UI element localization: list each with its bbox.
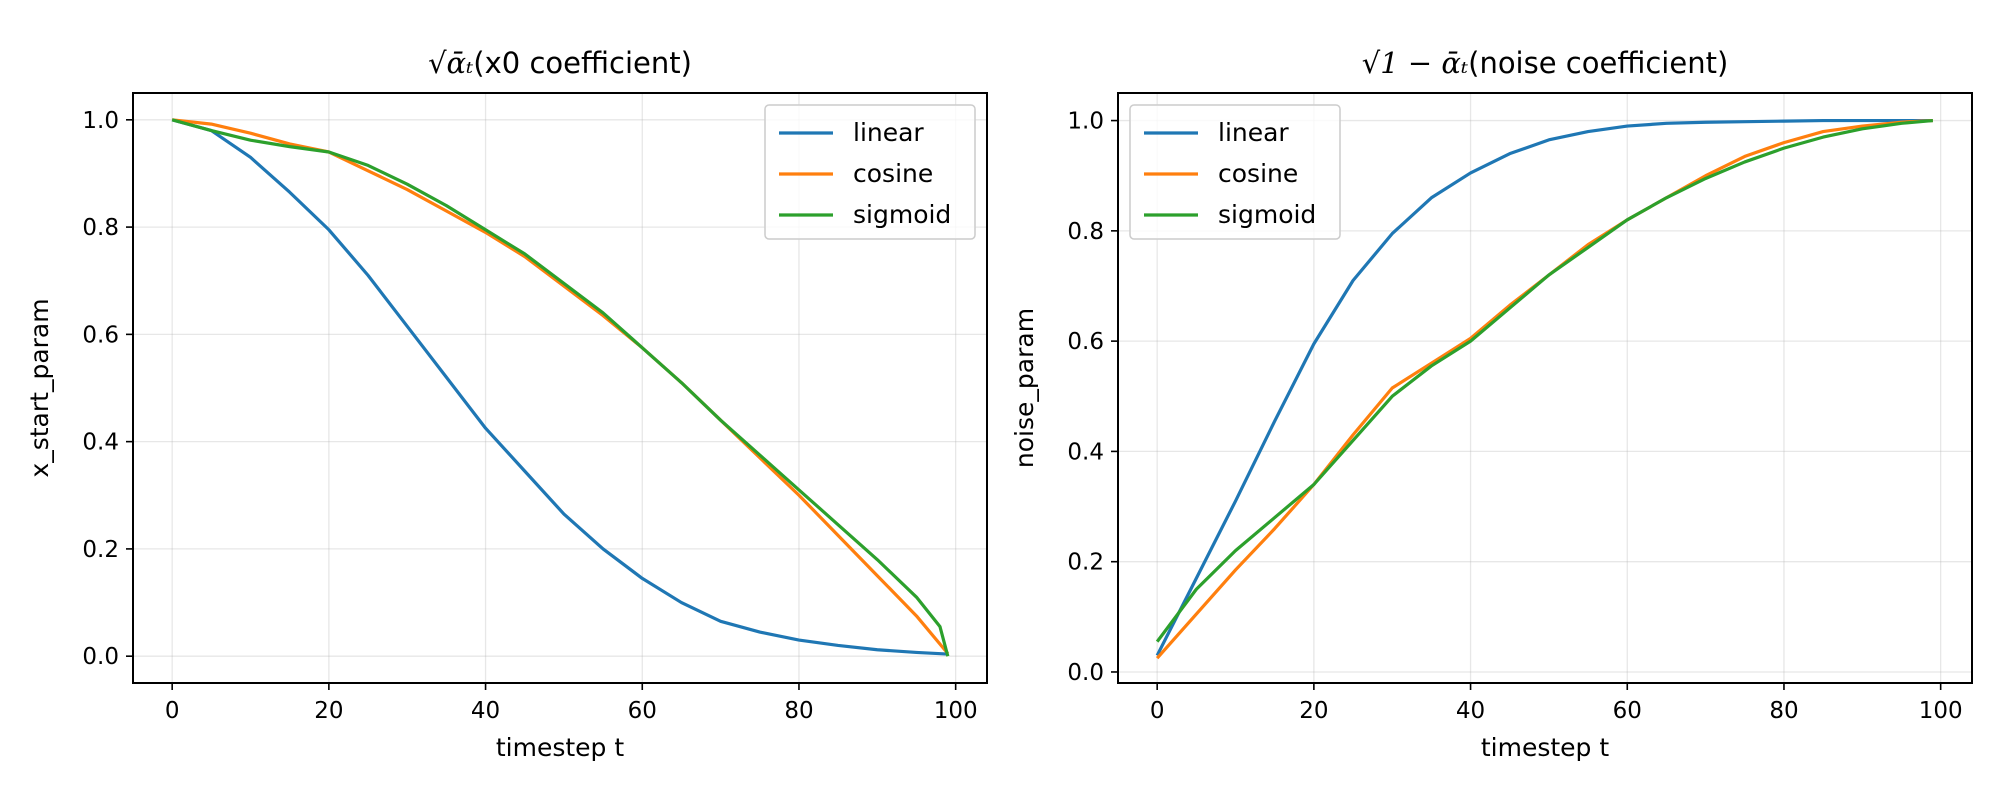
- y-tick-label: 0.6: [82, 322, 119, 348]
- y-axis-label: x_start_param: [25, 298, 54, 477]
- x-tick-label: 60: [628, 698, 657, 724]
- chart-title-math: √ᾱₜ: [428, 46, 473, 80]
- series-line-linear: [171, 118, 948, 656]
- right-panel-noise-coefficient: 0 20 40 60 80 100 0.0 0.2 0.4 0.6 0.8 1.0 timestep t…: [1010, 46, 1973, 762]
- legend-label-sigmoid: sigmoid: [853, 200, 951, 229]
- y-axis-label: noise_param: [1010, 308, 1039, 468]
- x-tick-label: 20: [1299, 698, 1328, 724]
- x-tick-label: 100: [1919, 698, 1963, 724]
- legend-label-linear: linear: [853, 118, 924, 147]
- legend-box: [764, 104, 976, 240]
- legend-label-sigmoid: sigmoid: [1218, 200, 1316, 229]
- y-tick-label: 0.4: [82, 430, 119, 456]
- x-tick-label: 0: [165, 698, 180, 724]
- y-tick-label: 1.0: [1067, 109, 1104, 135]
- x-axis-label: timestep t: [1481, 733, 1610, 762]
- y-tick-label: 0.8: [82, 215, 119, 241]
- legend-box: [1129, 104, 1341, 240]
- series-line-sigmoid: [1155, 118, 1933, 643]
- x-tick-label: 0: [1150, 698, 1165, 724]
- series-line-cosine: [171, 118, 950, 655]
- chart-title: √ᾱₜ(x0 coefficient): [428, 46, 692, 80]
- chart-title-math: √1 − ᾱₜ: [1362, 46, 1468, 80]
- x-tick-label: 80: [1769, 698, 1798, 724]
- x-tick-label: 100: [934, 698, 978, 724]
- x-axis-label: timestep t: [496, 733, 625, 762]
- axes-frame: [1117, 92, 1973, 684]
- y-tick-label: 0.2: [82, 537, 119, 563]
- y-tick-label: 0.0: [82, 644, 119, 670]
- y-tick-label: 0.2: [1067, 550, 1104, 576]
- x-tick-label: 20: [314, 698, 343, 724]
- legend-label-cosine: cosine: [853, 159, 933, 188]
- series-line-linear: [1155, 118, 1933, 657]
- left-panel-x0-coefficient: 0 20 40 60 80 100 0.0 0.2 0.4 0.6 0.8 1.0 timestep t…: [25, 46, 988, 762]
- y-tick-label: 0.0: [1067, 660, 1104, 686]
- chart-title: √1 − ᾱₜ(noise coefficient): [1362, 46, 1729, 80]
- chart-title-text: (noise coefficient): [1468, 46, 1728, 80]
- series-line-sigmoid: [171, 118, 950, 657]
- x-tick-label: 80: [784, 698, 813, 724]
- y-tick-label: 0.8: [1067, 219, 1104, 245]
- legend: linear cosine sigmoid: [764, 104, 976, 240]
- y-tick-label: 0.6: [1067, 329, 1104, 355]
- x-tick-label: 40: [1456, 698, 1485, 724]
- y-tick-label: 1.0: [82, 108, 119, 134]
- x-tick-label: 60: [1613, 698, 1642, 724]
- chart-title-text: (x0 coefficient): [473, 46, 692, 80]
- legend-label-linear: linear: [1218, 118, 1289, 147]
- x-tick-label: 40: [471, 698, 500, 724]
- axes-frame: [132, 92, 988, 684]
- legend: linear cosine sigmoid: [1129, 104, 1341, 240]
- y-tick-label: 0.4: [1067, 439, 1104, 465]
- legend-label-cosine: cosine: [1218, 159, 1298, 188]
